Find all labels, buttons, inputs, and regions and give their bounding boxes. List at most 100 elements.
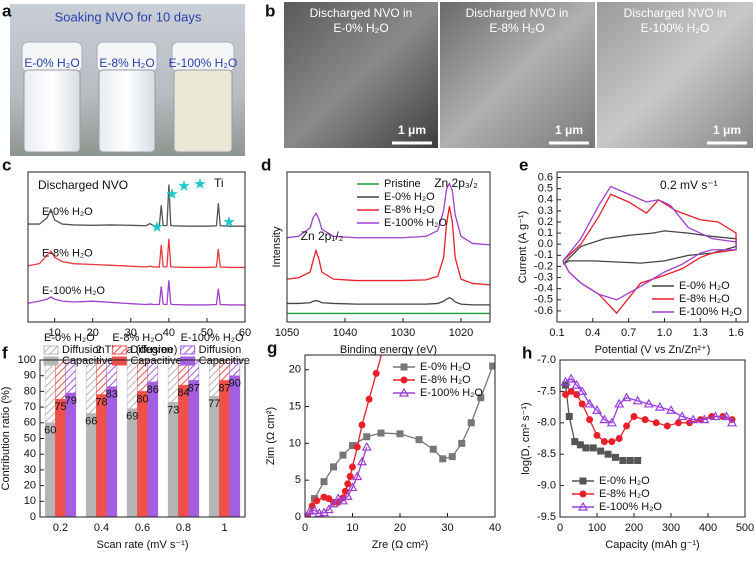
bar-segment	[188, 380, 200, 517]
value-label: 77	[208, 398, 220, 410]
x-tick-label: 300	[662, 522, 680, 534]
y-axis-label: Current (A g⁻¹)	[517, 211, 529, 283]
y-tick-label: 5	[295, 474, 301, 486]
marker	[439, 455, 447, 463]
x-tick-label: 1040	[333, 327, 357, 339]
value-label: 86	[147, 384, 159, 396]
value-label: 90	[229, 378, 241, 390]
axes-frame	[556, 171, 749, 323]
axes-frame	[304, 354, 496, 518]
vial-label: E-100% H₂O	[169, 56, 238, 70]
x-tick-label: 20	[394, 522, 406, 534]
marker	[623, 422, 631, 430]
marker	[325, 495, 333, 503]
marker	[489, 362, 495, 370]
x-tick-label: 60	[239, 327, 251, 339]
x-tick-label: 40	[163, 327, 175, 339]
sem-image	[284, 2, 438, 148]
scale-label: 1 μm	[555, 123, 583, 137]
annotation: Ti	[214, 176, 224, 190]
star-marker	[194, 178, 206, 189]
panel-letter: c	[2, 155, 11, 174]
x-tick-label: 0.6	[135, 522, 150, 534]
value-label: 87	[218, 382, 230, 394]
bar-segment	[44, 422, 56, 517]
marker	[582, 444, 590, 452]
annotation: Discharged NVO	[38, 178, 128, 192]
marker	[562, 391, 570, 399]
sem-label: Discharged NVO in	[624, 6, 727, 20]
panel-h: h Capacity (mAh g⁻¹) log(D, cm² s⁻¹) 0 100 20…	[520, 343, 754, 550]
y-tick-label: 0.1	[538, 227, 553, 239]
series-line	[28, 238, 245, 269]
x-tick-label: 0.1	[549, 327, 564, 339]
y-tick-label: 0.3	[538, 205, 553, 217]
legend-label: Capacitive	[130, 355, 181, 367]
marker	[346, 473, 354, 480]
marker	[396, 430, 404, 438]
annotation: 0.2 mV s⁻¹	[660, 178, 718, 192]
bar-segment	[167, 402, 179, 517]
x-tick-label: 0	[302, 522, 308, 534]
y-tick-label: 15	[289, 400, 301, 412]
legend-label: E-0% H₂O	[679, 280, 730, 292]
marker	[415, 436, 423, 444]
legend-label: E-8% H₂O	[384, 204, 435, 216]
legend-label: Diffusion	[199, 344, 242, 356]
star-marker	[178, 180, 190, 191]
x-axis-label: Potential (V vs Zn/Zn²⁺)	[595, 344, 711, 356]
marker	[400, 376, 408, 384]
y-tick-label: -9.5	[537, 511, 556, 523]
y-tick-label: -7.5	[537, 385, 556, 397]
sem-label: Discharged NVO in	[466, 6, 569, 20]
x-tick-label: 0.2	[53, 522, 68, 534]
x-tick-label: 0.7	[621, 327, 636, 339]
sem-label: E-100% H₂O	[641, 21, 710, 35]
y-tick-label: -9.0	[537, 480, 556, 492]
bar-segment	[126, 408, 138, 517]
legend-label: E-100% H₂O	[420, 387, 483, 399]
value-label: 66	[85, 415, 97, 427]
bar-segment	[178, 384, 189, 517]
legend-label: E-8% H₂O	[42, 248, 93, 260]
value-label: 78	[95, 396, 107, 408]
marker	[565, 413, 573, 421]
legend-label: E-8% H₂O	[420, 374, 471, 386]
marker	[448, 453, 456, 461]
y-tick-label: 0	[295, 511, 301, 523]
y-tick-label: -0.6	[534, 305, 553, 317]
panel-g: g Zre (Ω cm²) Zim (Ω cm²) 0 10 20 30 40 0 5 10 15 20…	[265, 338, 501, 550]
y-tick-label: 0.4	[538, 194, 553, 206]
panel-letter: g	[267, 338, 277, 357]
marker	[600, 438, 608, 446]
value-label: 60	[44, 425, 56, 437]
marker	[593, 431, 601, 439]
x-axis-label: Zre (Ω cm²)	[372, 539, 429, 551]
sem-image	[440, 2, 595, 148]
marker	[309, 505, 320, 514]
y-tick-label: 30	[24, 464, 36, 476]
x-tick-label: 10	[49, 327, 61, 339]
panel-d: d Binding energy (eV) Intensity 1050 1040 103…	[261, 155, 491, 356]
marker	[665, 405, 677, 414]
marker	[578, 400, 586, 408]
panel-c: c2 Theta (degree)10 20 30 40 50 60E-0% H₂OE-8…	[2, 155, 251, 355]
sem-image	[597, 2, 753, 148]
marker	[344, 480, 352, 488]
series-line	[28, 184, 245, 227]
marker	[586, 416, 594, 424]
axes-frame	[286, 171, 491, 323]
bar-segment	[55, 399, 66, 517]
plot-area	[28, 184, 245, 306]
marker	[591, 405, 603, 414]
y-axis-label: log(D, cm² s⁻¹)	[520, 402, 532, 474]
marker	[358, 421, 366, 429]
marker	[632, 395, 643, 405]
x-tick-label: 100	[588, 522, 606, 534]
legend-header: E-8% H₂O	[112, 332, 163, 344]
bar-segment	[229, 375, 241, 517]
legend-label: E-100% H₂O	[384, 217, 447, 229]
x-tick-label: 1	[221, 522, 227, 534]
x-tick-label: 0.4	[585, 327, 600, 339]
